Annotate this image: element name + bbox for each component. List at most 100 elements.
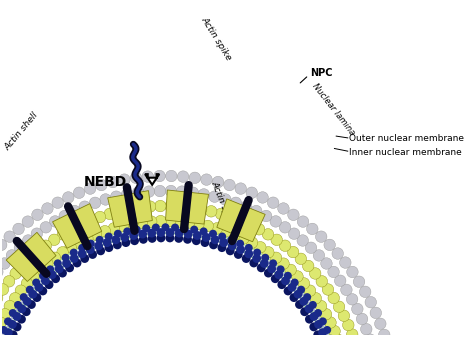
Circle shape <box>238 232 249 244</box>
Circle shape <box>73 237 84 248</box>
Circle shape <box>305 304 313 313</box>
Circle shape <box>234 250 243 259</box>
Circle shape <box>346 329 358 340</box>
Circle shape <box>305 315 314 324</box>
Circle shape <box>40 240 52 252</box>
Circle shape <box>17 260 28 272</box>
Circle shape <box>224 179 235 191</box>
Circle shape <box>175 201 187 212</box>
Circle shape <box>285 264 296 276</box>
Circle shape <box>32 279 40 287</box>
Circle shape <box>277 265 284 273</box>
Circle shape <box>87 240 95 247</box>
Circle shape <box>379 329 390 341</box>
Circle shape <box>55 265 64 273</box>
Circle shape <box>75 219 87 230</box>
Circle shape <box>318 328 327 337</box>
Circle shape <box>255 242 266 253</box>
Circle shape <box>315 300 327 312</box>
Circle shape <box>118 220 129 232</box>
Circle shape <box>82 232 93 244</box>
Circle shape <box>229 229 241 240</box>
Circle shape <box>240 201 252 213</box>
Circle shape <box>205 206 217 217</box>
Circle shape <box>0 317 6 328</box>
Circle shape <box>291 279 299 287</box>
Circle shape <box>295 300 304 309</box>
Circle shape <box>142 171 154 183</box>
Circle shape <box>252 254 261 263</box>
Circle shape <box>66 224 78 235</box>
Circle shape <box>134 202 146 213</box>
Circle shape <box>269 259 277 267</box>
Circle shape <box>200 228 208 235</box>
Circle shape <box>42 258 53 269</box>
Circle shape <box>154 185 166 197</box>
Circle shape <box>336 343 347 349</box>
Text: Actin shell: Actin shell <box>3 111 40 153</box>
Circle shape <box>111 235 120 244</box>
Circle shape <box>38 287 47 295</box>
Circle shape <box>110 191 122 202</box>
Circle shape <box>185 202 197 213</box>
Circle shape <box>297 235 309 246</box>
Circle shape <box>321 258 332 269</box>
Circle shape <box>5 339 14 347</box>
Circle shape <box>27 300 36 309</box>
Circle shape <box>370 307 382 319</box>
Circle shape <box>283 287 292 295</box>
Circle shape <box>310 322 318 331</box>
Circle shape <box>0 325 2 337</box>
Circle shape <box>32 209 43 221</box>
Circle shape <box>192 236 201 245</box>
Text: NPC: NPC <box>310 68 332 78</box>
Circle shape <box>121 238 130 247</box>
Circle shape <box>41 276 50 285</box>
Circle shape <box>175 229 183 238</box>
Circle shape <box>70 248 78 257</box>
Circle shape <box>320 347 329 349</box>
Circle shape <box>245 244 253 252</box>
Circle shape <box>130 236 139 245</box>
Circle shape <box>114 230 122 238</box>
Circle shape <box>253 224 265 235</box>
Circle shape <box>323 326 331 334</box>
Circle shape <box>96 236 104 244</box>
Circle shape <box>181 224 189 232</box>
Circle shape <box>324 239 336 251</box>
Circle shape <box>244 219 255 230</box>
Circle shape <box>84 183 96 194</box>
Circle shape <box>139 235 148 244</box>
Circle shape <box>183 217 195 228</box>
Circle shape <box>246 237 258 248</box>
Circle shape <box>10 268 21 279</box>
Circle shape <box>338 310 350 321</box>
Polygon shape <box>53 214 81 248</box>
Circle shape <box>62 259 71 268</box>
Circle shape <box>105 232 113 240</box>
Circle shape <box>114 206 126 217</box>
Circle shape <box>143 186 155 198</box>
Circle shape <box>210 235 219 244</box>
Circle shape <box>288 283 296 292</box>
Circle shape <box>356 313 368 325</box>
Circle shape <box>78 244 86 252</box>
Circle shape <box>78 250 87 258</box>
Circle shape <box>267 197 279 208</box>
Circle shape <box>288 228 300 239</box>
Circle shape <box>13 322 21 331</box>
Circle shape <box>22 307 31 316</box>
Circle shape <box>249 259 258 267</box>
Circle shape <box>86 245 95 254</box>
Circle shape <box>257 263 266 272</box>
Circle shape <box>174 234 183 243</box>
Circle shape <box>297 286 305 294</box>
Circle shape <box>14 242 26 253</box>
Circle shape <box>341 284 352 296</box>
Circle shape <box>103 238 111 247</box>
Circle shape <box>278 203 289 214</box>
Circle shape <box>198 189 210 200</box>
Circle shape <box>13 223 24 235</box>
Circle shape <box>267 265 276 273</box>
Circle shape <box>187 187 199 199</box>
